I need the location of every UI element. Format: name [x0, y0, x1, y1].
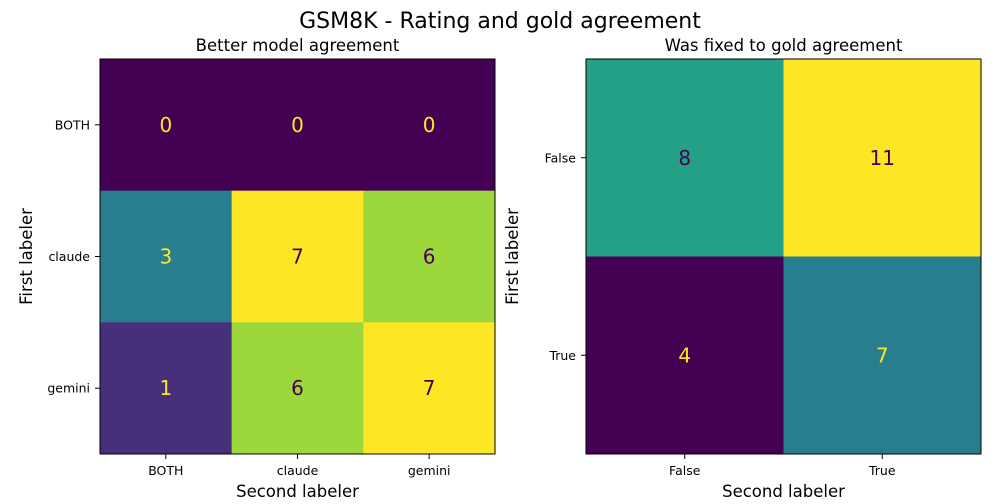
x-tick-label: False [669, 463, 701, 478]
heatmap-cell-1-0 [100, 190, 233, 323]
x-tick-label: BOTH [148, 463, 183, 478]
x-tick-label: claude [277, 463, 319, 478]
cell-value-label: 11 [870, 146, 895, 170]
cell-value-label: 0 [423, 113, 436, 137]
cell-value-label: 6 [423, 245, 436, 269]
cell-value-label: 7 [876, 343, 889, 367]
heatmap-cell-0-0 [100, 59, 233, 192]
heatmap-cell-2-0 [100, 322, 233, 455]
heatmap-cell-1-0 [586, 256, 784, 455]
heatmap-cell-2-2 [363, 322, 496, 455]
panel-title: Better model agreement [196, 36, 400, 55]
heatmap-cell-1-1 [231, 190, 364, 323]
heatmap-cell-1-2 [363, 190, 496, 323]
panel-title: Was fixed to gold agreement [665, 36, 903, 55]
x-axis-label: Second labeler [722, 482, 845, 500]
y-tick-label: claude [48, 249, 90, 264]
heatmap-cell-0-1 [783, 59, 982, 257]
y-tick-label: True [548, 348, 576, 363]
heatmap-cell-2-1 [231, 322, 364, 455]
axes-frame [585, 58, 982, 455]
heatmap-cell-0-1 [231, 59, 364, 192]
y-axis-label: First labeler [17, 208, 36, 305]
cell-value-label: 6 [291, 376, 304, 400]
cell-value-label: 7 [291, 245, 304, 269]
x-tick-label: True [868, 463, 896, 478]
cell-value-label: 0 [291, 113, 304, 137]
cell-value-label: 1 [159, 376, 172, 400]
cell-value-label: 4 [678, 343, 691, 367]
cell-value-label: 0 [159, 113, 172, 137]
x-axis-label: Second labeler [236, 482, 359, 500]
figure-title: GSM8K - Rating and gold agreement [299, 9, 701, 34]
y-tick-label: False [545, 150, 577, 165]
cell-value-label: 8 [678, 146, 691, 170]
heatmap-panel-1: 0 0 0 3 7 6 1 6 7 BOTH claude gemini BOTH claude gemin… [17, 36, 496, 501]
y-tick-label: BOTH [55, 117, 90, 132]
heatmap-cell-0-0 [586, 59, 784, 257]
heatmap-cell-1-1 [783, 256, 982, 455]
x-tick-label: gemini [408, 463, 451, 478]
cell-value-label: 3 [159, 245, 172, 269]
cell-value-label: 7 [423, 376, 436, 400]
heatmap-cell-0-2 [363, 59, 496, 192]
y-tick-label: gemini [47, 381, 90, 396]
heatmap-panel-2: 8 11 4 7 False True False True Was fixed to gold… [503, 36, 982, 501]
y-axis-label: First labeler [503, 208, 522, 305]
